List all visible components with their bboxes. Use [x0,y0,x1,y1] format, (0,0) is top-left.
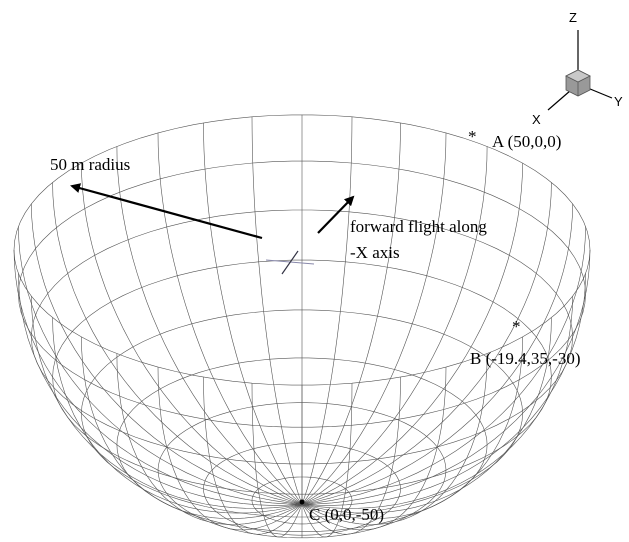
wire-line [31,296,302,508]
point-marker [300,500,305,505]
wire-line [53,182,302,504]
wire-line [252,383,302,537]
axis-label: Y [614,94,623,109]
wire-line [302,123,401,504]
point-label: B (-19.4,35,-30) [470,349,580,368]
axis-label: X [532,112,541,127]
wire-line [81,337,302,519]
hemisphere-diagram: Z Y X * * 50 m radius forward flight alo… [0,0,629,542]
wire-line [302,318,551,513]
wire-line [53,318,302,513]
wire-line [302,146,487,504]
wireframe [14,115,590,538]
wire-line [302,296,573,508]
radius-label: 50 m radius [50,155,130,174]
flight-label: -X axis [350,243,400,262]
point-label: A (50,0,0) [492,132,561,151]
point-marker: * [512,317,521,336]
radius-arrow [72,186,262,238]
axis-label: Z [569,10,577,25]
axis-triad: Z Y X [532,10,623,127]
flight-label: forward flight along [350,217,487,236]
vehicle-marker [266,251,314,274]
wire-line [204,123,303,504]
point-marker: * [468,127,477,146]
wire-line [302,133,446,504]
wire-line [117,354,302,525]
wire-line [158,133,302,504]
wire-line [31,204,302,505]
wire-line [117,146,302,504]
wire-line [302,354,487,525]
point-label: C (0,0,-50) [309,505,384,524]
wire-line [204,377,303,534]
